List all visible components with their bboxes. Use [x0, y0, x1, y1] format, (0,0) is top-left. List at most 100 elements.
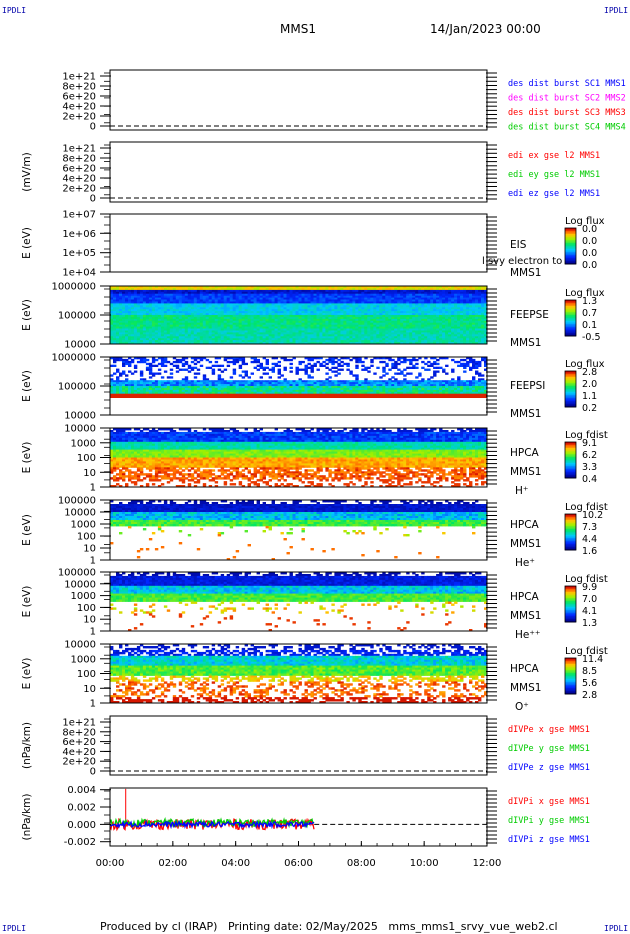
- spectrogram-cell: [412, 311, 416, 314]
- spectrogram-cell: [172, 322, 177, 325]
- spectrogram-cell: [388, 291, 392, 295]
- spectrogram-cell: [130, 342, 135, 345]
- spectrogram-cell: [322, 328, 326, 331]
- spectrogram-cell: [268, 318, 272, 322]
- spectrogram-cell: [211, 315, 216, 318]
- spectrogram-cell: [262, 326, 266, 329]
- spectrogram-cell: [181, 328, 186, 331]
- spectrogram-cell: [130, 297, 135, 300]
- spectrogram-cell: [463, 287, 467, 291]
- spectrogram-cell: [379, 332, 383, 335]
- spectrogram-cell: [145, 328, 150, 331]
- spectrogram-cell: [220, 370, 225, 373]
- spectrogram-cell: [166, 334, 171, 337]
- spectrogram-cell: [268, 315, 272, 318]
- colorbar-cell: [565, 243, 576, 245]
- spectrogram-cell: [139, 320, 144, 324]
- y-tick-label: 4e+20: [62, 102, 96, 113]
- spectrogram-cell: [151, 309, 156, 312]
- spectrogram-cell: [154, 322, 159, 325]
- spectrogram-cell: [397, 309, 401, 312]
- spectrogram-cell: [142, 340, 147, 343]
- spectrogram-feepsi: [110, 357, 488, 398]
- spectrogram-cell: [379, 286, 383, 289]
- spectrogram-cell: [235, 340, 240, 343]
- spectrogram-cell: [376, 291, 380, 295]
- spectrogram-cell: [424, 340, 428, 343]
- spectrogram-cell: [235, 360, 240, 364]
- spectrogram-cell: [160, 307, 165, 310]
- spectrogram-cell: [178, 307, 183, 310]
- spectrogram-cell: [163, 322, 168, 325]
- spectrogram-cell: [376, 316, 380, 320]
- spectrogram-cell: [415, 328, 419, 331]
- spectrogram-cell: [110, 336, 114, 339]
- spectrogram-cell: [253, 315, 257, 318]
- spectrogram-cell: [364, 336, 368, 339]
- spectrogram-cell: [325, 334, 329, 337]
- spectrogram-cell: [208, 340, 213, 343]
- spectrogram-cell: [202, 295, 207, 298]
- spectrogram-cell: [292, 315, 296, 318]
- spectrogram-cell: [388, 299, 392, 302]
- spectrogram-cell: [238, 295, 243, 298]
- spectrogram-cell: [274, 382, 278, 385]
- spectrogram-cell: [190, 313, 195, 316]
- spectrogram-cell: [169, 338, 174, 341]
- spectrogram-cell: [184, 313, 189, 316]
- spectrogram-cell: [154, 313, 159, 316]
- spectrogram-cell: [397, 320, 401, 324]
- spectrogram-cell: [382, 297, 386, 300]
- spectrogram-cell: [125, 293, 129, 296]
- spectrogram-cell: [283, 387, 287, 391]
- spectrogram-cell: [472, 305, 476, 308]
- spectrogram-cell: [232, 322, 237, 325]
- spectrogram-cell: [295, 395, 299, 398]
- spectrogram-cell: [119, 297, 123, 300]
- spectrogram-cell: [289, 336, 293, 339]
- spectrogram-cell: [349, 286, 353, 289]
- spectrogram-cell: [457, 328, 461, 331]
- spectrogram-cell: [451, 328, 455, 331]
- spectrogram-cell: [274, 320, 278, 324]
- spectrogram-cell: [169, 307, 174, 310]
- spectrogram-cell: [214, 318, 219, 322]
- spectrogram-cell: [178, 395, 183, 398]
- spectrogram-cell: [133, 340, 138, 343]
- spectrogram-cell: [376, 311, 380, 314]
- spectrogram-cell: [175, 387, 180, 391]
- spectrogram-cell: [163, 342, 168, 345]
- spectrogram-cell: [241, 295, 246, 298]
- spectrogram-cell: [364, 330, 368, 333]
- spectrogram-cell: [125, 342, 129, 345]
- spectrogram-cell: [235, 287, 240, 291]
- spectrogram-cell: [331, 332, 335, 335]
- spectrogram-cell: [331, 340, 335, 343]
- spectrogram-cell: [295, 320, 299, 324]
- spectrogram-cell: [169, 289, 174, 293]
- spectrogram-cell: [247, 328, 251, 331]
- spectrogram-cell: [181, 324, 186, 327]
- spectrogram-cell: [256, 330, 260, 333]
- spectrogram-cell: [391, 309, 395, 312]
- spectrogram-cell: [415, 322, 419, 325]
- spectrogram-cell: [304, 301, 308, 304]
- spectrogram-cell: [301, 395, 305, 398]
- spectrogram-cell: [358, 286, 362, 289]
- spectrogram-cell: [331, 324, 335, 327]
- spectrogram-cell: [253, 303, 257, 306]
- spectrogram-cell: [274, 311, 278, 314]
- spectrogram-cell: [400, 340, 404, 343]
- spectrogram-cell: [286, 322, 290, 325]
- spectrogram-cell: [235, 387, 240, 391]
- spectrogram-cell: [331, 286, 335, 289]
- spectrogram-cell: [283, 324, 287, 327]
- spectrogram-cell: [268, 340, 272, 343]
- spectrogram-cell: [274, 322, 278, 325]
- spectrogram-cell: [346, 293, 350, 296]
- spectrogram-cell: [113, 297, 117, 300]
- spectrogram-cell: [125, 387, 129, 391]
- spectrogram-cell: [166, 286, 171, 289]
- spectrogram-cell: [184, 320, 189, 324]
- spectrogram-cell: [116, 299, 120, 302]
